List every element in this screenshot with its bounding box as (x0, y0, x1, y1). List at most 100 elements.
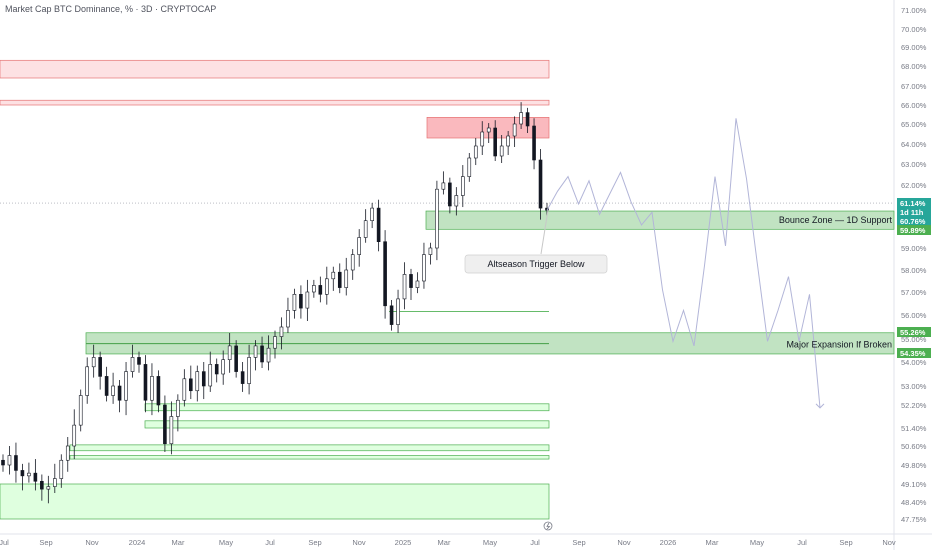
candle-body (85, 366, 89, 396)
candle-body (176, 399, 180, 417)
candle-body (195, 371, 200, 392)
bounce-zone-label: Bounce Zone — 1D Support (779, 215, 893, 225)
zone-support-5 (144, 403, 550, 412)
x-tick-label: 2026 (660, 538, 677, 547)
zone-support-6 (144, 420, 550, 429)
candle-body (20, 470, 25, 477)
lightning-icon (543, 521, 553, 531)
x-tick-label: Jul (0, 538, 9, 547)
x-tick-label: May (483, 538, 497, 547)
price-badge-bg (897, 207, 931, 217)
candle-body (130, 357, 135, 372)
callout-pointer (540, 209, 549, 255)
price-badge: 60.76% (900, 217, 926, 226)
x-tick-label: Jul (530, 538, 540, 547)
candle-body (486, 127, 491, 133)
candle-body (7, 455, 12, 466)
candle-body (273, 336, 277, 349)
candle-body (234, 345, 238, 372)
y-tick-label: 47.75% (901, 515, 927, 524)
y-tick-label: 52.20% (901, 401, 927, 410)
y-tick-label: 48.40% (901, 498, 927, 507)
candle-body (1, 459, 5, 466)
x-tick-label: Mar (438, 538, 451, 547)
y-tick-label: 50.60% (901, 442, 927, 451)
candle-body (344, 269, 349, 288)
candle-body (454, 195, 459, 207)
candle-body (286, 310, 290, 328)
x-tick-label: 2025 (395, 538, 412, 547)
candle-body (240, 371, 245, 384)
candle-body (422, 254, 426, 282)
candle-body (312, 285, 316, 293)
x-tick-label: 2024 (129, 538, 146, 547)
candle-body (376, 207, 381, 243)
price-badge: 1d 11h (900, 208, 924, 217)
candle-body (46, 486, 51, 490)
candle-body (461, 176, 465, 196)
candle-body (33, 472, 38, 482)
candle-body (467, 157, 472, 177)
candle-body (532, 125, 536, 161)
candle-body (214, 364, 219, 375)
candle-body (363, 220, 368, 238)
zone-support-9 (0, 483, 550, 520)
candle-body (480, 131, 485, 147)
zone-resistance-0 (0, 59, 550, 79)
x-tick-label: Nov (617, 538, 631, 547)
zone-support-8 (69, 455, 550, 460)
y-tick-label: 69.00% (901, 43, 927, 52)
price-badge: 54.35% (900, 349, 926, 358)
x-tick-label: May (750, 538, 764, 547)
lightning-icon-glyph (546, 522, 551, 530)
candle-body (78, 395, 83, 426)
candle-body (473, 145, 478, 159)
candle-body (27, 472, 31, 477)
candle-body (59, 459, 64, 479)
y-tick-label: 70.00% (901, 25, 927, 34)
candle-body (279, 326, 284, 337)
candle-body (124, 371, 128, 401)
x-tick-label: Sep (308, 538, 321, 547)
price-badge-bg (897, 225, 931, 235)
candle-body (260, 345, 264, 363)
candle-body (247, 357, 251, 384)
altseason-callout: Altseason Trigger Below (487, 259, 585, 269)
candle-body (337, 271, 342, 288)
candle-body (538, 159, 543, 209)
x-tick-label: Jul (265, 538, 275, 547)
price-badge-bg (897, 198, 931, 208)
x-tick-label: Sep (839, 538, 852, 547)
candle-body (227, 345, 232, 360)
candle-body (357, 237, 361, 255)
candle-body (189, 378, 193, 392)
candle-body (98, 357, 102, 377)
y-tick-label: 62.00% (901, 181, 927, 190)
price-badge-bg (897, 327, 931, 337)
y-tick-label: 57.00% (901, 288, 927, 297)
candle-body (305, 291, 310, 309)
y-tick-label: 65.00% (901, 120, 927, 129)
candle-body (65, 445, 70, 461)
price-badge: 61.14% (900, 199, 926, 208)
candle-body (163, 404, 167, 445)
x-tick-label: Sep (572, 538, 585, 547)
candle-body (253, 345, 258, 358)
candle-body (117, 385, 122, 401)
price-badge-bg (897, 348, 931, 358)
candle-body (519, 112, 523, 125)
chart-title: Market Cap BTC Dominance, % · 3D · CRYPT… (5, 4, 217, 14)
altseason-callout-box (464, 254, 608, 274)
candle-body (299, 293, 303, 309)
candle-body (40, 480, 44, 490)
candle-body (53, 478, 57, 487)
candle-body (525, 112, 530, 127)
x-tick-label: May (219, 538, 233, 547)
y-tick-label: 53.00% (901, 382, 927, 391)
candle-body (72, 424, 77, 447)
candle-body (318, 285, 323, 295)
candle-body (396, 298, 400, 325)
candle-body (104, 376, 109, 396)
candle-body (350, 254, 355, 271)
